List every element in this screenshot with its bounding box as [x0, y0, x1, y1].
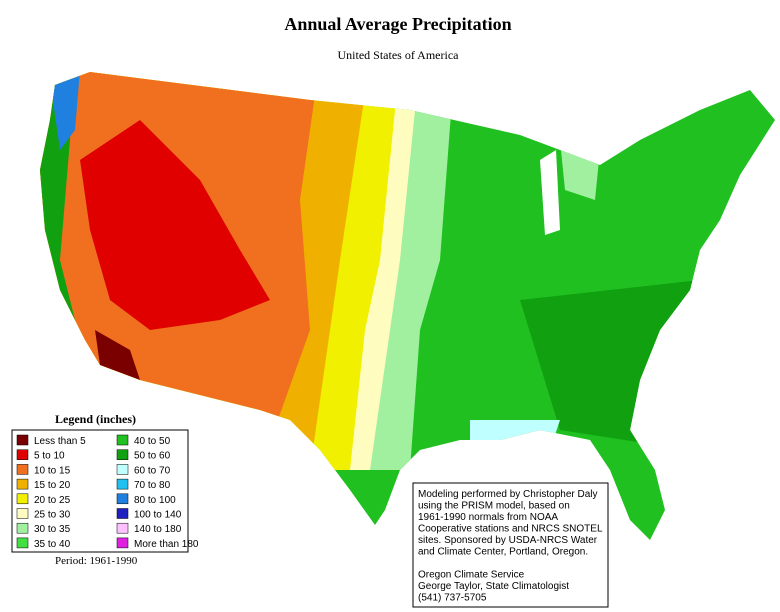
subtitle: United States of America [338, 48, 460, 62]
legend-swatch [16, 434, 29, 446]
legend-label: 100 to 140 [134, 510, 182, 521]
contact-line: (541) 737-5705 [418, 593, 487, 604]
legend-box [11, 429, 189, 553]
contact-line: George Taylor, State Climatologist [418, 581, 569, 592]
credit-line: and Climate Center, Portland, Oregon. [418, 547, 588, 558]
legend-label: 15 to 20 [34, 480, 71, 491]
legend-swatch [116, 537, 129, 549]
legend-label: 60 to 70 [134, 465, 171, 476]
contact-line: Oregon Climate Service [418, 570, 525, 581]
legend-swatch [16, 478, 29, 490]
legend-label: More than 180 [134, 539, 199, 550]
legend-label: 20 to 25 [34, 495, 71, 506]
legend-label: 5 to 10 [34, 451, 65, 462]
legend-label: 140 to 180 [134, 524, 182, 535]
legend-title: Legend (inches) [55, 412, 136, 426]
credit-line: Modeling performed by Christopher Daly [418, 489, 598, 500]
precipitation-map [40, 72, 775, 540]
legend-swatch [16, 522, 29, 534]
legend-label: 50 to 60 [134, 451, 171, 462]
credit-line: Cooperative stations and NRCS SNOTEL [418, 524, 603, 535]
credit-line: sites. Sponsored by USDA-NRCS Water [418, 535, 598, 546]
legend-swatch [116, 522, 129, 534]
legend-label: 30 to 35 [34, 524, 71, 535]
legend-label: Less than 5 [34, 436, 86, 447]
credit-line: 1961-1990 normals from NOAA [418, 512, 558, 523]
legend-swatch [16, 508, 29, 519]
legend-label: 35 to 40 [34, 539, 71, 550]
legend-swatch [116, 478, 129, 490]
legend-swatch [16, 493, 29, 505]
legend-swatch [116, 493, 129, 505]
legend-swatch [116, 449, 129, 460]
note-box [412, 482, 609, 608]
title: Annual Average Precipitation [284, 14, 511, 34]
legend-swatch [116, 434, 129, 446]
legend-swatch [116, 508, 129, 519]
period: Period: 1961-1990 [55, 555, 138, 567]
legend-swatch [16, 449, 29, 460]
credit-line: using the PRISM model, based on [418, 501, 570, 512]
legend-label: 10 to 15 [34, 465, 71, 476]
legend-swatch [16, 464, 29, 475]
legend-label: 25 to 30 [34, 510, 71, 521]
legend-label: 70 to 80 [134, 480, 171, 491]
legend-swatch [116, 464, 129, 475]
legend-swatch [16, 537, 29, 549]
legend-label: 40 to 50 [134, 436, 171, 447]
legend-label: 80 to 100 [134, 495, 176, 506]
